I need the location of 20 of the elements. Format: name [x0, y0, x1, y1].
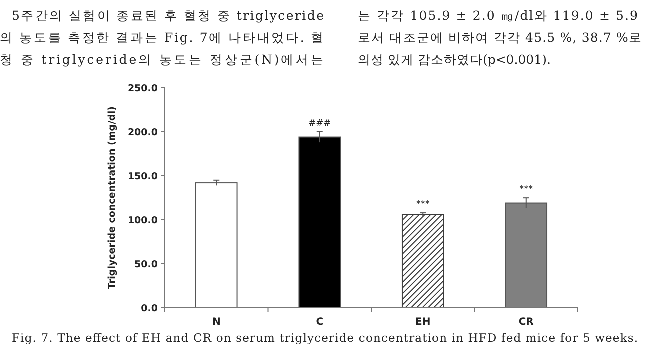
x-tick-label: EH: [416, 317, 431, 328]
y-axis-title: Triglyceride concentration (mg/dl): [107, 106, 118, 290]
text: 로서 대조군에 비하여 각각 45.5 %, 38.7 %로: [358, 30, 642, 45]
annotation: ***: [416, 200, 430, 210]
text: 의 농도를 측정한 결과는 Fig. 7에 나타내었다. 혈: [0, 30, 324, 45]
y-tick-label: 0.0: [141, 303, 158, 314]
text: 5주간의 실험이 종료된 후 혈청 중 triglyceride: [12, 8, 324, 23]
y-tick-label: 100.0: [128, 215, 158, 226]
x-tick-label: N: [212, 317, 221, 328]
y-tick-label: 50.0: [134, 259, 158, 270]
y-tick-label: 200.0: [128, 127, 158, 138]
text: 청 중 triglyceride의 농도는 정상군(N)에서는: [0, 52, 324, 67]
text: 는 각각 105.9 ± 2.0 ㎎/dl와 119.0 ± 5.9: [358, 8, 638, 23]
y-tick-label: 150.0: [128, 171, 158, 182]
annotation: ###: [308, 119, 332, 129]
y-tick-label: 250.0: [128, 83, 158, 94]
x-tick-label: C: [316, 317, 324, 328]
x-tick-label: CR: [518, 317, 534, 328]
text: 의성 있게 감소하였다(p<0.001).: [358, 52, 551, 67]
annotation: ***: [520, 185, 534, 196]
